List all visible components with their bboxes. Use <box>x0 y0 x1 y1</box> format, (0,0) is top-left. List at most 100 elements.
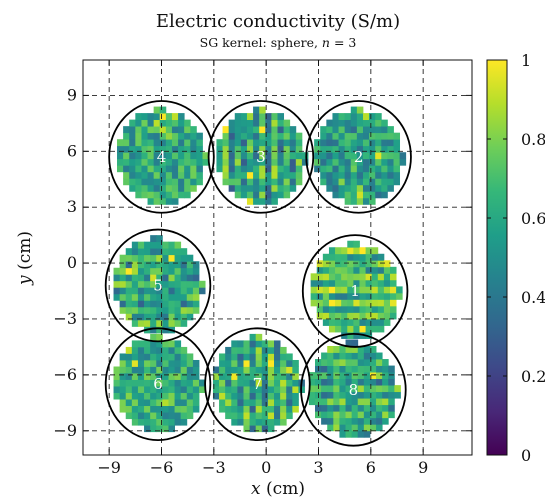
heatmap-cell <box>369 145 376 153</box>
heatmap-cell <box>277 178 285 186</box>
heatmap-cell <box>168 412 175 420</box>
heatmap-cell <box>222 165 230 173</box>
heatmap-cell <box>222 178 230 186</box>
heatmap-cell <box>144 373 151 380</box>
heatmap-cell <box>295 139 303 147</box>
heatmap-cell <box>141 171 148 179</box>
heatmap-cell <box>365 299 373 307</box>
heatmap-cell <box>125 392 133 400</box>
heatmap-cell <box>383 266 391 274</box>
heatmap-cell <box>144 313 151 321</box>
heatmap-cell <box>162 261 169 269</box>
heatmap-cell <box>174 313 182 321</box>
heatmap-cell <box>180 267 188 275</box>
heatmap-cell <box>277 165 285 173</box>
heatmap-cell <box>131 373 139 380</box>
heatmap-cell <box>150 412 157 420</box>
heatmap-cell <box>174 386 182 393</box>
heatmap-cell <box>338 152 346 160</box>
heatmap-cell <box>259 152 266 160</box>
heatmap-cell <box>240 132 248 140</box>
x-tick-label: 3 <box>313 458 323 477</box>
heatmap-cell <box>216 139 223 147</box>
heatmap-cell <box>382 404 389 412</box>
heatmap-cell <box>137 340 145 348</box>
heatmap-cell <box>371 253 379 261</box>
heatmap-cell <box>344 191 352 199</box>
heatmap-cell <box>362 178 370 186</box>
heatmap-cell <box>387 165 394 173</box>
heatmap-cell <box>222 158 230 166</box>
y-tick-label: −9 <box>53 421 77 440</box>
heatmap-cell <box>144 267 151 275</box>
heatmap-cell <box>377 318 385 326</box>
heatmap-cell <box>376 391 383 399</box>
heatmap-cell <box>274 412 281 420</box>
heatmap-cell <box>135 113 142 121</box>
heatmap-cell <box>315 404 322 412</box>
heatmap-cell <box>356 197 364 205</box>
heatmap-cell <box>174 392 182 400</box>
heatmap-cell <box>253 113 260 121</box>
heatmap-cell <box>243 405 250 413</box>
colorbar <box>486 59 508 456</box>
heatmap-cell <box>137 359 145 367</box>
heatmap-cell <box>168 248 175 256</box>
heatmap-cell <box>144 340 151 348</box>
heatmap-cell <box>277 184 285 192</box>
heatmap-cell <box>255 386 263 393</box>
heatmap-cell <box>156 274 163 282</box>
heatmap-cell <box>292 399 299 407</box>
heatmap-cell <box>237 346 244 354</box>
heatmap-cell <box>259 139 266 147</box>
heatmap-cell <box>339 359 346 366</box>
heatmap-cell <box>271 171 278 179</box>
heatmap-cell <box>168 280 175 288</box>
heatmap-cell <box>369 113 376 121</box>
heatmap-cell <box>347 240 354 248</box>
heatmap-cell <box>353 240 360 248</box>
heatmap-cell <box>308 391 316 399</box>
heatmap-cell <box>135 126 142 134</box>
heatmap-cell <box>144 300 151 308</box>
heatmap-cell <box>394 391 401 399</box>
heatmap-cell <box>147 197 155 205</box>
heatmap-cell <box>365 279 373 287</box>
heatmap-cell <box>180 405 188 413</box>
heatmap-cell <box>192 399 200 407</box>
heatmap-cell <box>292 366 299 374</box>
heatmap-cell <box>347 260 354 268</box>
heatmap-cell <box>150 425 157 433</box>
heatmap-cell <box>339 365 346 373</box>
heatmap-cell <box>192 306 200 314</box>
heatmap-cell <box>335 312 342 320</box>
heatmap-cell <box>153 145 161 153</box>
heatmap-cell <box>246 178 254 186</box>
heatmap-cell <box>178 184 185 192</box>
heatmap-cell <box>369 391 377 399</box>
heatmap-cell <box>350 152 358 160</box>
heatmap-cell <box>261 392 269 400</box>
region-label-4: 4 <box>157 148 167 166</box>
heatmap-cell <box>274 353 281 361</box>
heatmap-cell <box>356 191 364 199</box>
heatmap-cell <box>144 405 151 413</box>
heatmap-cell <box>350 184 358 192</box>
heatmap-cell <box>326 158 333 166</box>
heatmap-cell <box>113 366 121 374</box>
heatmap-cell <box>341 305 348 313</box>
heatmap-cell <box>178 165 185 173</box>
heatmap-cell <box>356 165 364 173</box>
heatmap-cell <box>186 274 194 282</box>
heatmap-cell <box>125 405 133 413</box>
heatmap-cell <box>219 405 226 413</box>
heatmap-cell <box>174 261 182 269</box>
heatmap-cell <box>159 191 167 199</box>
heatmap-cell <box>328 286 336 294</box>
heatmap-cell <box>259 171 266 179</box>
heatmap-cell <box>335 266 342 274</box>
heatmap-cell <box>159 165 167 173</box>
heatmap-cell <box>347 325 354 333</box>
heatmap-cell <box>371 247 379 255</box>
heatmap-cell <box>165 197 173 205</box>
